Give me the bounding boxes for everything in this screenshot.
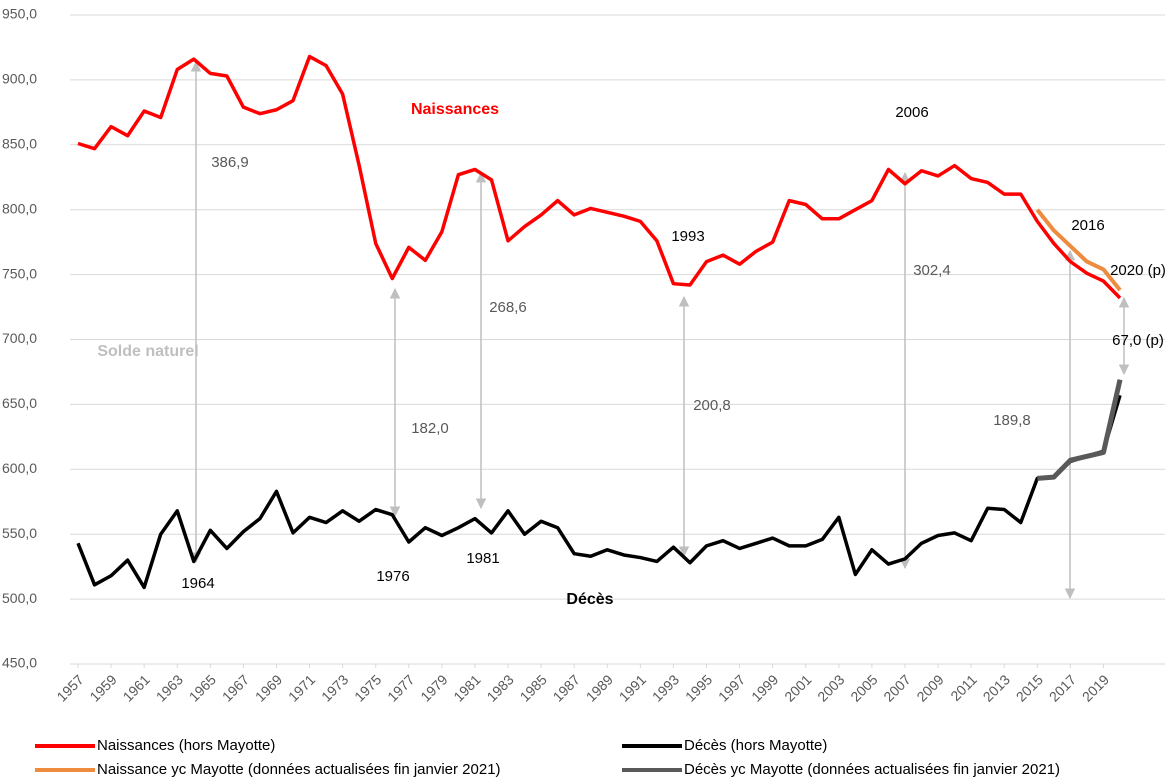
series-line — [76, 394, 1122, 590]
series-line — [1037, 379, 1123, 481]
series-line — [1035, 208, 1122, 292]
annotation: 1993 — [671, 228, 704, 245]
legend-label: Décès (hors Mayotte) — [684, 737, 827, 754]
y-tick-label: 700,0 — [2, 330, 37, 346]
x-tick-label: 1967 — [219, 671, 252, 704]
x-tick-label: 1977 — [384, 671, 417, 704]
annotation: 268,6 — [489, 299, 527, 316]
annotation: 1964 — [181, 575, 214, 592]
y-tick-label: 950,0 — [2, 6, 37, 22]
x-tick-label: 2017 — [1046, 671, 1079, 704]
x-tick-label: 1975 — [351, 671, 384, 704]
annotation: Solde naturel — [97, 343, 198, 360]
x-tick-label: 2003 — [814, 671, 847, 704]
x-tick-label: 2001 — [781, 671, 814, 704]
y-tick-label: 650,0 — [2, 395, 37, 411]
grid — [70, 14, 1165, 665]
x-tick-label: 1973 — [318, 671, 351, 704]
x-tick-label: 1983 — [483, 671, 516, 704]
annotation: 200,8 — [693, 397, 731, 414]
x-tick-label: 1995 — [682, 671, 715, 704]
y-tick-label: 850,0 — [2, 136, 37, 152]
y-tick-label: 750,0 — [2, 265, 37, 281]
legend-label: Naissances (hors Mayotte) — [97, 737, 275, 754]
x-tick-label: 2019 — [1079, 671, 1112, 704]
x-tick-label: 1961 — [120, 671, 153, 704]
x-tick-label: 2005 — [847, 671, 880, 704]
x-tick-label: 1959 — [86, 671, 119, 704]
annotation: 386,9 — [211, 154, 249, 171]
x-tick-label: 1979 — [417, 671, 450, 704]
annotation: 2006 — [895, 104, 928, 121]
x-tick-label: 1969 — [252, 671, 285, 704]
x-tick-label: 1997 — [715, 671, 748, 704]
annotation: 2016 — [1071, 217, 1104, 234]
x-tick-label: 1999 — [748, 671, 781, 704]
x-tick-label: 1993 — [649, 671, 682, 704]
x-tick-label: 2009 — [913, 671, 946, 704]
x-tick-label: 1971 — [285, 671, 318, 704]
x-tick-label: 2011 — [947, 671, 980, 704]
x-tick-label: 1957 — [53, 671, 86, 704]
arrows — [190, 60, 1130, 600]
legend-label: Naissance yc Mayotte (données actualisée… — [97, 761, 501, 778]
annotation: 1976 — [376, 568, 409, 585]
x-tick-label: 1991 — [616, 671, 649, 704]
annotation: 2020 (p) — [1110, 262, 1166, 279]
annotation: 302,4 — [913, 262, 951, 279]
y-tick-label: 550,0 — [2, 525, 37, 541]
annotation: Naissances — [411, 101, 499, 118]
y-tick-label: 600,0 — [2, 460, 37, 476]
annotation: 189,8 — [993, 412, 1031, 429]
annotation: 67,0 (p) — [1112, 332, 1164, 349]
x-tick-label: 1989 — [583, 671, 616, 704]
legend-label: Décès yc Mayotte (données actualisées fi… — [684, 761, 1060, 778]
annotation: 1981 — [466, 550, 499, 567]
y-tick-label: 800,0 — [2, 200, 37, 216]
x-tick-label: 1985 — [517, 671, 550, 704]
series-line — [77, 54, 1122, 300]
x-tick-label: 2013 — [980, 671, 1013, 704]
x-tick-label: 1981 — [450, 671, 483, 704]
x-tick-label: 2007 — [880, 671, 913, 704]
x-tick-label: 1987 — [550, 671, 583, 704]
annotation: Décès — [566, 591, 613, 608]
y-tick-label: 500,0 — [2, 590, 37, 606]
x-tick-label: 2015 — [1013, 671, 1046, 704]
y-tick-label: 450,0 — [2, 655, 37, 671]
x-tick-label: 1963 — [153, 671, 186, 704]
annotation: 182,0 — [411, 420, 449, 437]
x-tick-label: 1965 — [186, 671, 219, 704]
y-tick-label: 900,0 — [2, 71, 37, 87]
